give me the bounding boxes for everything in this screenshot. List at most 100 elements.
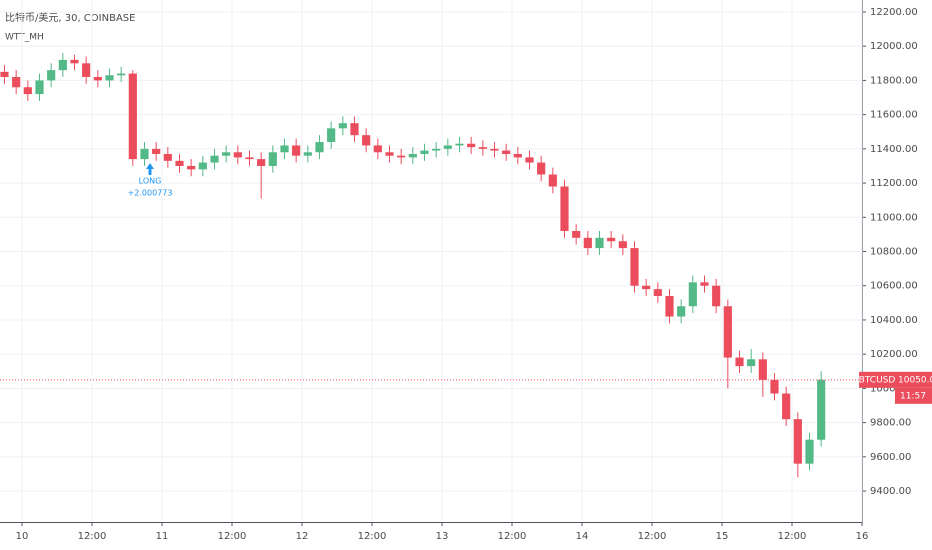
candle-body — [163, 153, 172, 161]
y-tick-label: 11400.00 — [870, 144, 918, 155]
candle-body — [233, 152, 242, 158]
candle-body — [175, 160, 184, 166]
signal-label: LONG — [139, 177, 162, 186]
symbol-label: BTCUSD — [859, 375, 896, 385]
candle-body — [222, 152, 231, 156]
candle-body — [70, 59, 79, 64]
candle-body — [513, 153, 522, 158]
candle-body — [595, 237, 604, 249]
candle-body — [618, 241, 627, 249]
y-tick-label: 12200.00 — [870, 7, 918, 18]
candle-body — [362, 135, 371, 146]
candle-body — [688, 282, 697, 307]
candle-body — [140, 148, 149, 160]
candle-body — [443, 145, 452, 149]
candle-body — [630, 248, 639, 286]
x-tick-label: 12:00 — [78, 531, 107, 542]
candle-body — [805, 439, 814, 464]
candle-body — [455, 143, 464, 146]
x-tick-label: 10 — [16, 531, 29, 542]
indicator-name: WTT_MH — [5, 33, 44, 43]
last-price-label: 10050.01 — [898, 375, 932, 385]
candle-body — [817, 379, 826, 440]
candle-body — [560, 186, 569, 231]
signal-arrow — [146, 163, 154, 175]
candle-body — [537, 162, 546, 175]
candle-body — [152, 148, 161, 154]
signal-profit: +2.000773 — [128, 189, 173, 198]
y-tick-label: 11600.00 — [870, 110, 918, 121]
y-tick-label: 10200.00 — [870, 349, 918, 360]
x-tick-label: 12:00 — [218, 531, 247, 542]
candle-body — [338, 123, 347, 129]
candle-body — [420, 150, 429, 154]
symbol-badge — [859, 371, 895, 388]
candle-body — [408, 153, 417, 158]
candle-body — [712, 285, 721, 307]
price-badge — [895, 371, 932, 388]
candle-body — [385, 152, 394, 156]
candle-body — [257, 159, 266, 166]
candle-body — [327, 128, 336, 143]
countdown-label: 11:57 — [900, 391, 926, 401]
candle-body — [548, 174, 557, 187]
candle-body — [735, 357, 744, 367]
candle-body — [653, 289, 662, 296]
candle-body — [747, 359, 756, 367]
y-tick-label: 9600.00 — [870, 452, 911, 463]
candle-body — [758, 359, 767, 380]
candle-body — [478, 147, 487, 149]
candle-body — [700, 282, 709, 286]
candle-body — [128, 73, 137, 160]
candle-body — [525, 157, 534, 163]
candle-body — [397, 155, 406, 158]
candle-body — [280, 145, 289, 153]
candle-body — [268, 152, 277, 166]
x-tick-label: 12:00 — [358, 531, 387, 542]
countdown-badge — [895, 387, 932, 404]
candle-body — [583, 237, 592, 249]
y-tick-label: 11800.00 — [870, 75, 918, 86]
candle-body — [245, 157, 254, 160]
y-tick-label: 10000.00 — [870, 383, 918, 394]
candle-body — [782, 393, 791, 420]
candle-body — [292, 145, 301, 156]
candle-body — [198, 162, 207, 170]
x-tick-label: 15 — [716, 531, 729, 542]
candle-body — [47, 70, 56, 81]
candle-body — [315, 142, 324, 153]
x-tick-label: 12:00 — [498, 531, 527, 542]
y-tick-label: 9800.00 — [870, 418, 911, 429]
x-tick-label: 12:00 — [778, 531, 807, 542]
x-tick-label: 12 — [296, 531, 309, 542]
candle-body — [665, 295, 674, 317]
x-tick-label: 13 — [436, 531, 449, 542]
candle-body — [303, 152, 312, 156]
candle-body — [572, 230, 581, 238]
y-tick-label: 10600.00 — [870, 281, 918, 292]
y-tick-label: 12000.00 — [870, 41, 918, 52]
chart-title: 比特币/美元, 30, COINBASE — [5, 11, 135, 24]
candle-body — [187, 165, 196, 170]
candle-body — [23, 87, 32, 95]
candle-body — [373, 145, 382, 153]
candle-body — [642, 285, 651, 290]
candle-body — [35, 80, 44, 95]
candle-body — [105, 75, 114, 81]
candle-body — [12, 76, 21, 88]
y-tick-label: 10800.00 — [870, 247, 918, 258]
candle-body — [490, 148, 499, 151]
candle-body — [467, 143, 476, 148]
candle-body — [723, 306, 732, 358]
x-tick-label: 11 — [156, 531, 169, 542]
candle-body — [607, 237, 616, 242]
y-tick-label: 11000.00 — [870, 212, 918, 223]
candle-body — [0, 71, 9, 77]
candle-body — [350, 123, 359, 136]
x-tick-label: 14 — [576, 531, 589, 542]
y-tick-label: 9400.00 — [870, 486, 911, 497]
candle-body — [432, 148, 441, 151]
candle-body — [58, 59, 67, 71]
